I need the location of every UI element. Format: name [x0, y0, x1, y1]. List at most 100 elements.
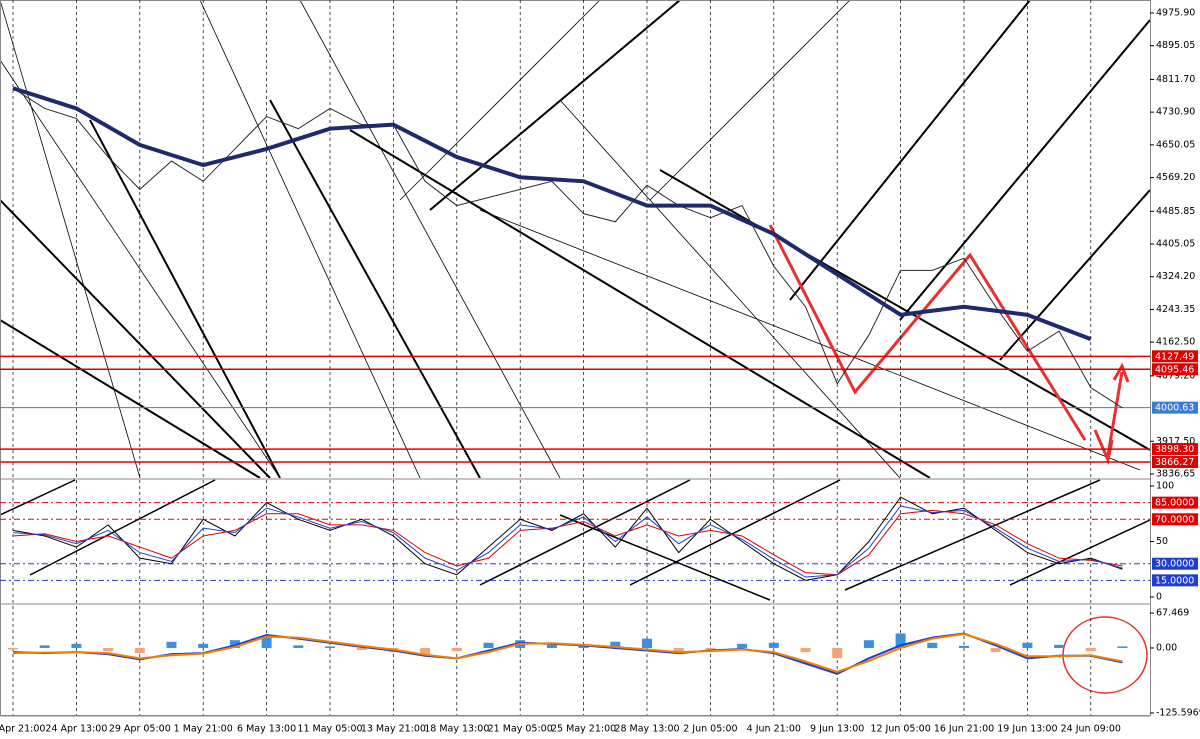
y-tick-label: 3836.65	[1156, 469, 1195, 480]
histogram-bar	[325, 646, 335, 648]
histogram-bar	[546, 644, 557, 648]
level-tag	[1152, 513, 1198, 526]
y-tick-label: 3917.50	[1156, 436, 1195, 447]
level-tag	[1152, 363, 1198, 376]
y-tick-label: 4895.05	[1156, 40, 1195, 51]
level-label: 30.0000	[1155, 559, 1194, 570]
level-label: 3898.30	[1155, 444, 1194, 455]
level-label: 4000.63	[1155, 403, 1194, 414]
level-label: 15.0000	[1155, 575, 1194, 586]
histogram-bar	[1022, 642, 1033, 648]
series-line	[12, 496, 1123, 581]
histogram-bar	[959, 645, 969, 648]
x-tick-label: 21 May 05:00	[488, 724, 553, 735]
histogram-bar	[1054, 644, 1065, 648]
histogram-bar	[451, 647, 462, 652]
histogram-bar	[261, 637, 272, 648]
histogram-bar	[800, 647, 811, 653]
y-tick-label: 0	[1156, 592, 1162, 603]
level-tag	[1152, 443, 1198, 456]
histogram-bar	[293, 645, 304, 648]
x-tick-label: Apr 21:00	[0, 724, 45, 735]
histogram-bar	[103, 647, 114, 652]
histogram-bar	[8, 647, 18, 650]
histogram-bar	[356, 647, 367, 651]
level-tag	[1152, 574, 1198, 587]
histogram-bar	[927, 642, 938, 648]
histogram-bar	[990, 647, 1001, 653]
level-tag	[1152, 350, 1198, 363]
level-label: 4095.46	[1155, 364, 1194, 375]
y-tick-label: -125.5969	[1156, 707, 1200, 718]
level-tag	[1152, 557, 1198, 570]
histogram-bar	[705, 647, 716, 652]
level-label: 85.0000	[1155, 498, 1194, 509]
histogram-bar	[39, 645, 50, 648]
y-tick-label: 67.469	[1156, 608, 1189, 619]
series-line	[12, 87, 1123, 409]
x-tick-label: 4 Jun 21:00	[747, 724, 801, 735]
histogram-bar	[134, 647, 145, 654]
histogram-bar	[483, 642, 494, 648]
x-tick-label: 16 Jun 21:00	[934, 724, 994, 735]
histogram-bar	[166, 641, 177, 648]
x-tick-label: 29 Apr 05:00	[109, 724, 171, 735]
series-line	[12, 632, 1123, 675]
level-tag	[1152, 496, 1198, 509]
histogram-bar	[673, 647, 684, 654]
y-tick-label: 4243.35	[1156, 304, 1195, 315]
histogram-bar	[610, 641, 621, 648]
x-tick-label: 18 May 13:00	[424, 724, 489, 735]
histogram-bar	[895, 633, 906, 648]
x-tick-label: 24 Jun 09:00	[1061, 724, 1121, 735]
level-label: 3866.27	[1155, 457, 1194, 468]
x-tick-label: 13 May 21:00	[361, 724, 426, 735]
series-line	[12, 509, 1123, 576]
series-line	[12, 632, 1123, 673]
level-tag	[1152, 456, 1198, 469]
y-tick-label: 4650.05	[1156, 139, 1195, 150]
y-tick-label: 4324.20	[1156, 271, 1195, 282]
histogram-bar	[71, 643, 82, 648]
x-tick-label: 28 May 13:00	[614, 724, 679, 735]
x-tick-label: 25 May 21:00	[551, 724, 616, 735]
x-tick-label: 6 May 13:00	[237, 724, 296, 735]
y-tick-label: 4730.90	[1156, 107, 1195, 118]
y-tick-label: 4485.85	[1156, 206, 1195, 217]
x-tick-label: 2 Jun 05:00	[683, 724, 737, 735]
y-tick-label: 4162.50	[1156, 337, 1195, 348]
y-tick-label: 4811.70	[1156, 74, 1195, 85]
y-tick-label: 4569.20	[1156, 172, 1195, 183]
level-label: 4127.49	[1155, 351, 1194, 362]
x-tick-label: 11 May 05:00	[297, 724, 362, 735]
annotations	[768, 224, 1148, 694]
histogram-bar	[229, 640, 240, 648]
histogram-bar	[642, 638, 652, 648]
y-tick-label: 50	[1156, 536, 1168, 547]
histogram-bar	[578, 645, 589, 648]
x-tick-label: 24 Apr 13:00	[45, 724, 107, 735]
x-tick-label: 9 Jun 13:00	[810, 724, 864, 735]
histogram-bar	[198, 643, 209, 648]
histogram-bar	[832, 647, 843, 659]
histogram-bar	[1085, 647, 1096, 652]
histogram-bar	[1117, 646, 1128, 648]
trend-lines	[0, 0, 1150, 478]
level-tag	[1152, 401, 1198, 414]
histogram-bar	[420, 647, 431, 655]
plot-frame	[0, 0, 1151, 716]
stoch-lines	[0, 479, 1151, 601]
series-line	[12, 505, 1123, 578]
x-tick-label: 1 May 21:00	[174, 724, 233, 735]
y-tick-label: 4079.20	[1156, 370, 1195, 381]
histogram-bar	[737, 643, 748, 648]
y-tick-label: 4975.90	[1156, 7, 1195, 18]
y-tick-label: 4405.05	[1156, 238, 1195, 249]
histogram-bar	[768, 642, 779, 648]
level-label: 70.0000	[1155, 514, 1194, 525]
y-tick-label: 100	[1156, 480, 1174, 491]
histogram-bar	[863, 640, 874, 648]
series-line	[12, 86, 1092, 341]
x-tick-label: 12 Jun 05:00	[870, 724, 930, 735]
